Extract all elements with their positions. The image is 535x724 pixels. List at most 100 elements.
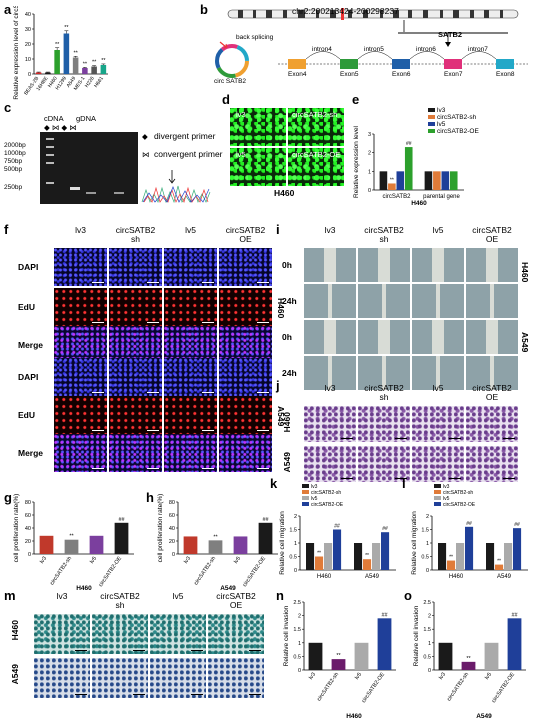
y-tick-label: 2 bbox=[368, 151, 371, 157]
x-tick-label: lv5 bbox=[354, 672, 363, 681]
significance-label: ** bbox=[55, 42, 60, 48]
panel-label-d: d bbox=[222, 92, 230, 107]
fluorescence-image bbox=[164, 326, 217, 364]
row-label: H460 bbox=[10, 620, 20, 641]
column-header: lv5 bbox=[185, 225, 196, 235]
x-tick-label: circSATB2-sh bbox=[49, 556, 73, 587]
panel-label-o: o bbox=[404, 588, 412, 603]
y-tick-label: 0 bbox=[298, 668, 301, 674]
invasion-image bbox=[34, 658, 90, 698]
x-tick-label: A549 bbox=[497, 574, 512, 580]
scale-bar bbox=[147, 322, 159, 323]
gene-name: SATB2 bbox=[438, 30, 463, 39]
x-tick-label: lv5 bbox=[89, 556, 98, 565]
transwell-image bbox=[466, 406, 518, 442]
x-tick-label: H226 bbox=[84, 76, 96, 89]
scale-bar bbox=[257, 430, 269, 431]
row-label: Merge bbox=[18, 448, 44, 458]
legend-label: lv5 bbox=[443, 496, 450, 502]
fluorescence-image bbox=[54, 326, 107, 364]
transwell-image bbox=[358, 446, 410, 482]
x-tick-label: H661 bbox=[93, 76, 105, 89]
y-axis-label: cell proliferation rate(%) bbox=[13, 494, 20, 562]
bar bbox=[388, 183, 396, 190]
fluorescence-image bbox=[219, 248, 272, 286]
transwell-image bbox=[358, 406, 410, 442]
bar bbox=[324, 543, 333, 570]
scale-bar bbox=[341, 478, 353, 479]
exon8-box bbox=[496, 59, 514, 69]
column-header: circSATB2 OE bbox=[216, 591, 256, 610]
exon-label: Exon8 bbox=[496, 71, 515, 78]
y-tick-label: 0.5 bbox=[289, 555, 297, 561]
transwell-image bbox=[412, 446, 464, 482]
row-label: EdU bbox=[18, 302, 35, 312]
x-tick-label: circSATB2-OE bbox=[491, 671, 516, 704]
column-header: circSATB2 sh bbox=[364, 225, 404, 244]
fluorescence-image bbox=[109, 326, 162, 364]
y-axis-label: Relative expression level of circSATB2 bbox=[13, 6, 20, 100]
y-tick-label: 40 bbox=[169, 526, 175, 532]
scale-bar bbox=[147, 392, 159, 393]
invasion-image bbox=[34, 614, 90, 654]
bar bbox=[377, 618, 392, 670]
x-tick-label: lv3 bbox=[308, 672, 317, 681]
scale-bar bbox=[202, 282, 214, 283]
fluorescence-image bbox=[54, 358, 107, 396]
wound-image bbox=[466, 320, 518, 354]
wound-image bbox=[358, 284, 410, 318]
centromere-marker bbox=[341, 8, 344, 20]
bar bbox=[381, 532, 390, 570]
wound-image bbox=[304, 356, 356, 390]
panel-label-e: e bbox=[352, 92, 360, 107]
fluorescence-image bbox=[219, 358, 272, 396]
transwell-image bbox=[304, 406, 356, 442]
fluorescence-image bbox=[54, 434, 107, 472]
y-tick-label: 1 bbox=[368, 169, 371, 175]
significance-label: ## bbox=[511, 612, 518, 618]
intron-label: intron4 bbox=[312, 46, 332, 53]
legend-label: lv5 bbox=[311, 496, 318, 502]
bar bbox=[465, 526, 474, 570]
significance-label: ## bbox=[406, 141, 412, 147]
legend-swatch bbox=[434, 484, 441, 488]
legend-label: circSATB2-OE bbox=[443, 502, 476, 508]
column-header: circSATB2 sh bbox=[115, 225, 156, 244]
row-label: 24h bbox=[282, 296, 297, 306]
scale-bar bbox=[133, 694, 145, 695]
x-tick-label: H460 bbox=[47, 76, 59, 89]
significance-label: ** bbox=[365, 553, 369, 559]
legend-label: lv3 bbox=[437, 107, 446, 114]
wound-image bbox=[358, 320, 410, 354]
exon-label: Exon6 bbox=[392, 71, 411, 78]
fluorescence-image bbox=[219, 434, 272, 472]
column-header: circSATB2 OE bbox=[472, 225, 512, 244]
x-tick-label: circSATB2-OE bbox=[361, 671, 386, 704]
sanger-trace bbox=[141, 170, 211, 204]
intron-label: intron6 bbox=[416, 46, 436, 53]
bar bbox=[404, 147, 413, 190]
legend-swatch bbox=[428, 129, 435, 133]
legend-swatch bbox=[428, 108, 435, 112]
legend-label: circSATB2-OE bbox=[437, 128, 479, 135]
significance-label: ** bbox=[73, 50, 78, 56]
bar bbox=[183, 536, 198, 554]
legend-swatch bbox=[434, 496, 441, 500]
scale-bar bbox=[147, 282, 159, 283]
gfp-image bbox=[288, 148, 344, 186]
y-tick-label: 0 bbox=[428, 668, 431, 674]
panel-label-g: g bbox=[4, 490, 12, 505]
fluorescence-image bbox=[109, 358, 162, 396]
x-tick-label: lv3 bbox=[39, 556, 48, 565]
cell-line-label: A549 bbox=[276, 406, 286, 427]
scale-bar bbox=[75, 650, 87, 651]
divergent-glyph: ◆ bbox=[142, 132, 148, 141]
bar bbox=[438, 642, 453, 670]
y-axis-label: cell proliferation rate(%) bbox=[157, 494, 164, 562]
row-label: 0h bbox=[282, 332, 292, 342]
x-tick-label: circSATB2 bbox=[383, 194, 412, 200]
row-label: 24h bbox=[282, 368, 297, 378]
bar bbox=[495, 564, 504, 570]
legend-swatch bbox=[428, 122, 435, 126]
significance-label: ** bbox=[101, 58, 106, 64]
